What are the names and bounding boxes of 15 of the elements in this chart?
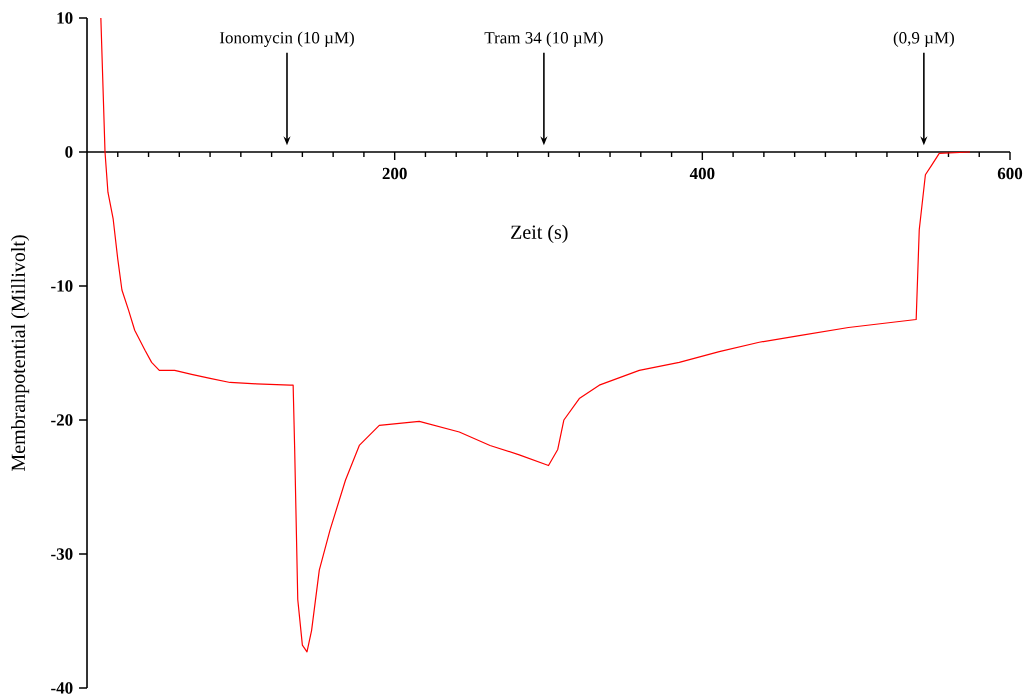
- y-axis-title: Membranpotential (Millivolt): [11, 235, 30, 471]
- x-tick-label: 400: [689, 167, 715, 180]
- y-tick-label: -20: [51, 414, 73, 426]
- line-series: [100, 17, 971, 653]
- y-tick-label: -40: [51, 682, 73, 694]
- y-tick-label: -10: [51, 280, 73, 292]
- ref-line-label: (0,9 µM): [893, 31, 954, 47]
- x-tick-label: 200: [382, 167, 407, 180]
- y-tick-label: 0: [65, 146, 73, 158]
- x-axis-title: Zeit (s): [511, 224, 568, 243]
- y-tick-label: 10: [57, 12, 73, 24]
- ref-line-label: Ionomycin (10 µM): [219, 31, 354, 47]
- x-tick-label: 600: [997, 167, 1023, 180]
- y-tick-label: -30: [51, 548, 73, 560]
- ref-line-label: Tram 34 (10 µM): [484, 31, 603, 47]
